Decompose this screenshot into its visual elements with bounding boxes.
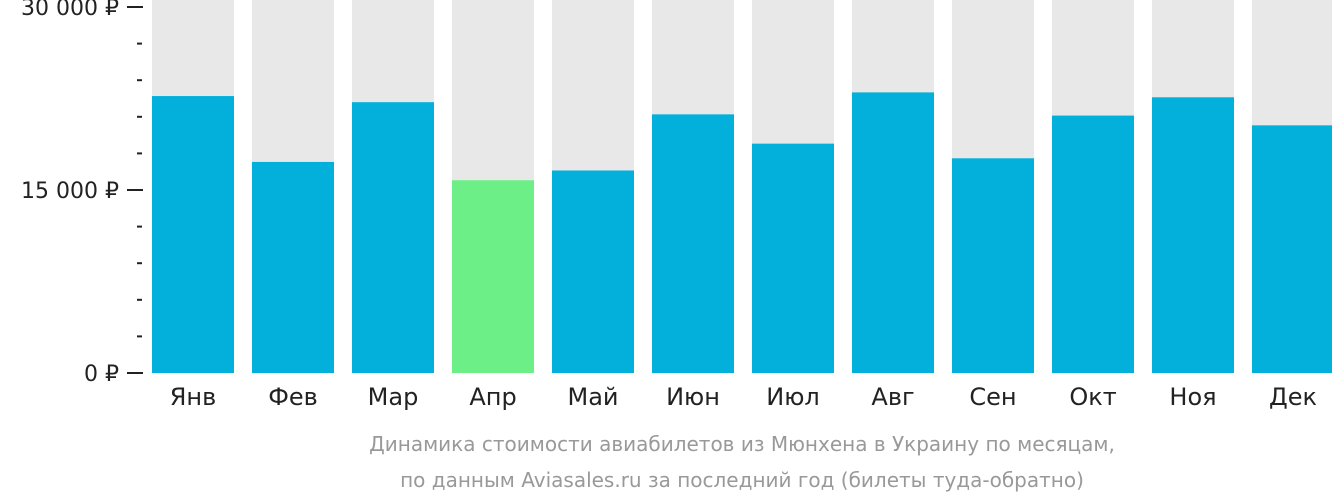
caption-line-1: Динамика стоимости авиабилетов из Мюнхен…: [369, 432, 1115, 456]
x-tick-label-month-10: Окт: [1069, 383, 1116, 411]
bar-month-1[interactable]: [152, 96, 234, 373]
x-tick-label-month-1: Янв: [170, 383, 217, 411]
bars: [152, 92, 1332, 374]
bar-month-5[interactable]: [552, 170, 634, 373]
x-tick-label-month-3: Мар: [368, 383, 419, 411]
bar-month-9[interactable]: [952, 158, 1034, 373]
x-tick-label-month-2: Фев: [268, 383, 318, 411]
y-tick-label: 30 000 ₽: [21, 0, 119, 21]
bar-month-10[interactable]: [1052, 115, 1134, 373]
x-tick-label-month-9: Сен: [969, 383, 1016, 411]
x-tick-label-month-4: Апр: [469, 383, 516, 411]
y-axis: 0 ₽ 15 000 ₽ 30 000 ₽: [21, 0, 143, 387]
bar-month-6[interactable]: [652, 114, 734, 374]
bar-month-11[interactable]: [1152, 97, 1234, 373]
y-tick-label: 15 000 ₽: [21, 179, 119, 204]
x-tick-label-month-11: Ноя: [1169, 383, 1216, 411]
y-tick-label: 0 ₽: [84, 362, 119, 387]
bar-month-4[interactable]: [452, 180, 534, 373]
bar-month-3[interactable]: [352, 102, 434, 373]
bar-month-8[interactable]: [852, 92, 934, 374]
x-tick-label-month-12: Дек: [1269, 383, 1317, 411]
bar-month-12[interactable]: [1252, 125, 1332, 373]
x-tick-label-month-7: Июл: [766, 383, 820, 411]
x-tick-label-month-5: Май: [567, 383, 618, 411]
caption-line-2: по данным Aviasales.ru за последний год …: [400, 468, 1084, 492]
x-tick-label-month-6: Июн: [666, 383, 720, 411]
bar-month-2[interactable]: [252, 161, 334, 373]
x-tick-label-month-8: Авг: [871, 383, 914, 411]
bar-month-7[interactable]: [752, 143, 834, 373]
x-axis-labels: Янв Фев Мар Апр Май Июн Июл Авг Сен Окт Ноя Дек: [170, 383, 1317, 411]
